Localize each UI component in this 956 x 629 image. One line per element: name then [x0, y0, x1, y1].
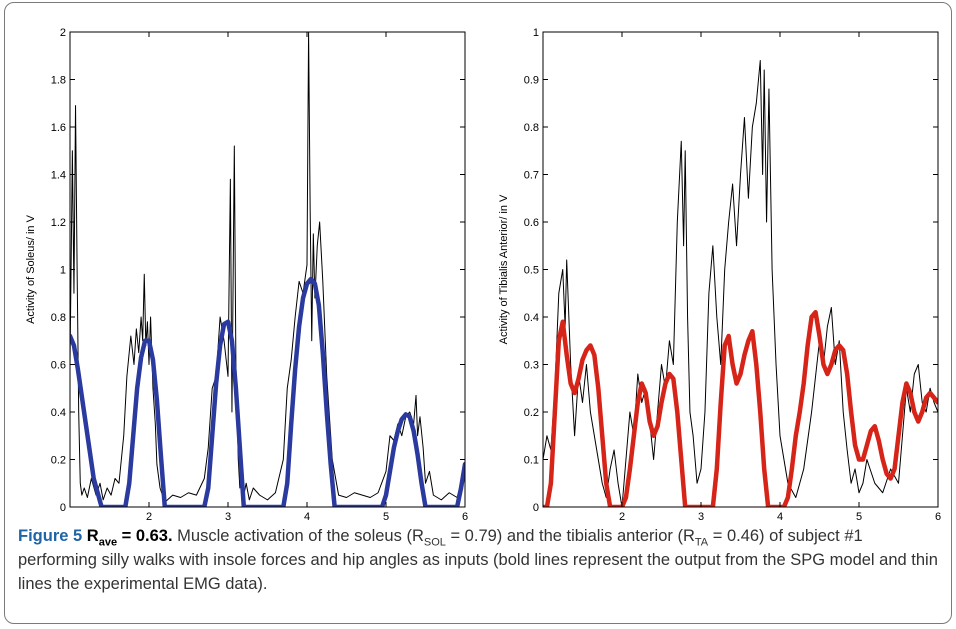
y-tick-label: 0.2 [51, 455, 66, 467]
y-axis-label: Activity of Soleus/ in V [25, 214, 37, 323]
y-tick-label: 2 [60, 27, 66, 39]
figure-label: Figure 5 [18, 527, 83, 545]
y-tick-label: 0.7 [524, 170, 539, 182]
y-tick-label: 1.6 [51, 122, 66, 134]
y-tick-label: 1.4 [51, 170, 66, 182]
y-tick-label: 0.2 [524, 407, 539, 419]
x-tick-label: 4 [777, 511, 783, 520]
x-tick-label: 4 [304, 511, 310, 520]
r-average-label: Rave = 0.63. [86, 527, 173, 549]
caption-text-3: = 0.46) of subject #1 performing silly w… [18, 527, 938, 593]
x-tick-label: 5 [856, 511, 862, 520]
y-tick-label: 0.9 [524, 75, 539, 87]
y-tick-label: 1.8 [51, 75, 66, 87]
emg-data-line [543, 60, 938, 507]
y-tick-label: 0.3 [524, 360, 539, 372]
r-average-symbol: R [86, 527, 99, 545]
caption-text-2: = 0.79) and the tibialis anterior (R [445, 527, 695, 545]
tibialis-anterior-chart: 00.10.20.30.40.50.60.70.80.9123456No. of… [498, 27, 941, 520]
figure-caption: Figure 5 Rave = 0.63. Muscle activation … [18, 524, 938, 596]
y-tick-label: 0 [60, 502, 66, 514]
caption-text-1: Muscle activation of the soleus (R [172, 527, 424, 545]
model-output-line [70, 276, 465, 507]
x-tick-label: 3 [698, 511, 704, 520]
soleus-chart: 00.20.40.60.811.21.41.61.8223456No. of s… [25, 27, 468, 520]
x-tick-label: 3 [225, 511, 231, 520]
r-average-subscript: ave [98, 536, 118, 549]
x-tick-label: 5 [383, 511, 389, 520]
y-tick-label: 0.8 [524, 122, 539, 134]
y-tick-label: 0.6 [524, 217, 539, 229]
y-tick-label: 0.4 [524, 312, 539, 324]
y-tick-label: 1.2 [51, 217, 66, 229]
figure-frame [4, 2, 952, 624]
y-tick-label: 0.8 [51, 312, 66, 324]
emg-data-line [70, 32, 465, 503]
y-tick-label: 0.4 [51, 407, 66, 419]
figure-panels: 00.20.40.60.811.21.41.61.8223456No. of s… [25, 27, 941, 520]
model-output-line [543, 310, 938, 507]
caption-sub-sol: SOL [423, 536, 446, 549]
caption-sub-ta: TA [694, 536, 709, 549]
y-tick-label: 1 [60, 265, 66, 277]
axes-box [69, 31, 466, 508]
r-average-value: = 0.63. [117, 527, 173, 545]
y-tick-label: 0.6 [51, 360, 66, 372]
x-tick-label: 6 [462, 511, 468, 520]
y-axis-label: Activity of Tibialis Anterior/ in V [498, 194, 510, 344]
y-tick-label: 0.1 [524, 455, 539, 467]
y-tick-label: 0.5 [524, 265, 539, 277]
x-tick-label: 6 [935, 511, 941, 520]
y-tick-label: 0 [533, 502, 539, 514]
x-tick-label: 2 [146, 511, 152, 520]
y-tick-label: 1 [533, 27, 539, 39]
x-tick-label: 2 [619, 511, 625, 520]
